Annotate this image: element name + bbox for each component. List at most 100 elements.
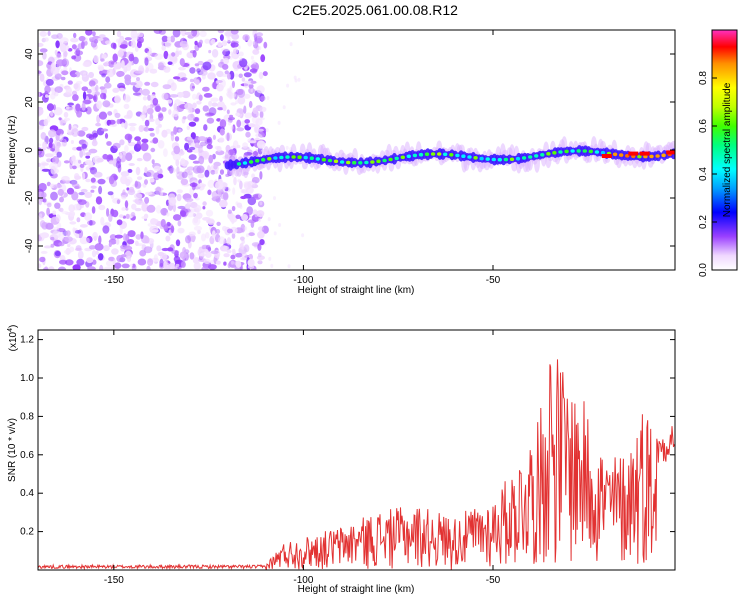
noise-blob <box>163 50 169 60</box>
noise-blob <box>231 260 234 265</box>
signal-peak <box>540 153 545 157</box>
noise-blob <box>231 232 236 239</box>
noise-blob <box>192 165 202 174</box>
noise-blob <box>65 247 71 255</box>
noise-blob <box>204 169 210 178</box>
noise-blob <box>150 218 158 225</box>
noise-blob <box>155 125 160 135</box>
noise-blob <box>95 84 99 92</box>
noise-blob <box>208 154 214 164</box>
noise-blob <box>252 49 260 55</box>
noise-blob <box>50 110 54 117</box>
noise-blob <box>38 182 47 192</box>
noise-blob <box>161 45 166 51</box>
noise-blob <box>211 49 219 58</box>
noise-blob <box>97 178 106 185</box>
noise-blob <box>41 192 47 199</box>
noise-blob <box>165 128 172 134</box>
colorbar-gradient <box>711 29 738 271</box>
noise-blob <box>116 199 121 205</box>
noise-blob <box>117 87 126 92</box>
noise-blob <box>247 39 253 47</box>
noise-blob <box>226 34 230 39</box>
noise-blob <box>101 53 107 60</box>
noise-blob <box>39 220 46 228</box>
noise-blob <box>226 132 230 142</box>
noise-blob <box>256 37 262 44</box>
noise-blob <box>38 125 44 130</box>
noise-blob <box>171 52 176 57</box>
y-tick-label: 20 <box>24 96 35 108</box>
noise-blob <box>70 73 77 78</box>
noise-blob <box>85 155 91 159</box>
noise-blob <box>242 142 249 149</box>
noise-blob <box>176 193 182 202</box>
noise-blob <box>252 107 259 114</box>
noise-blob <box>193 225 203 231</box>
signal-peak <box>333 159 339 164</box>
signal-peak <box>619 153 624 157</box>
noise-blob <box>104 221 111 226</box>
noise-blob <box>50 66 60 75</box>
noise-blob <box>46 181 51 187</box>
noise-blob <box>152 97 159 106</box>
noise-blob <box>197 60 204 66</box>
noise-blob <box>118 214 124 218</box>
noise-blob <box>241 246 245 250</box>
noise-blob <box>214 170 218 175</box>
noise-blob <box>168 109 172 115</box>
signal-peak <box>661 153 666 158</box>
noise-blob <box>248 123 256 128</box>
noise-blob <box>223 253 230 258</box>
noise-blob <box>62 119 68 124</box>
noise-blob <box>80 188 88 193</box>
noise-blob <box>116 118 121 125</box>
noise-blob <box>204 38 210 44</box>
x-tick-label: -150 <box>104 575 124 586</box>
noise-blob <box>98 235 102 245</box>
noise-blob <box>184 142 190 151</box>
noise-blob <box>45 222 54 230</box>
noise-blob <box>163 224 169 232</box>
noise-blob <box>89 167 95 171</box>
noise-blob <box>244 112 253 119</box>
noise-blob <box>240 223 246 233</box>
noise-blob <box>72 165 77 170</box>
noise-blob <box>208 49 212 54</box>
noise-blob <box>144 236 150 244</box>
noise-blob <box>77 130 86 137</box>
noise-blob <box>85 178 91 183</box>
noise-blob <box>58 242 65 247</box>
noise-blob <box>137 176 143 181</box>
snr-background <box>38 330 675 570</box>
noise-blob <box>189 78 194 83</box>
noise-blob <box>58 266 66 270</box>
noise-blob <box>78 192 85 196</box>
noise-blob <box>219 95 223 102</box>
noise-blob <box>59 207 64 213</box>
noise-blob <box>107 111 113 116</box>
y-tick-label: 0.6 <box>20 450 34 461</box>
noise-blob <box>218 137 225 143</box>
noise-blob <box>124 200 129 209</box>
noise-blob <box>123 103 130 110</box>
spectrogram-ylabel: Frequency (Hz) <box>7 116 18 185</box>
noise-blob <box>112 87 120 93</box>
noise-blob <box>120 171 130 177</box>
noise-blob <box>134 181 142 189</box>
noise-blob <box>63 160 70 164</box>
noise-blob <box>119 139 125 146</box>
signal-peak <box>418 152 424 157</box>
noise-blob <box>142 152 152 162</box>
noise-blob <box>205 244 211 250</box>
noise-blob <box>219 128 225 136</box>
noise-blob <box>40 132 47 140</box>
noise-blob <box>212 153 216 160</box>
noise-blob <box>268 256 272 261</box>
noise-blob <box>250 64 257 69</box>
noise-blob <box>78 35 86 42</box>
noise-blob <box>202 201 207 206</box>
noise-blob <box>38 91 41 97</box>
